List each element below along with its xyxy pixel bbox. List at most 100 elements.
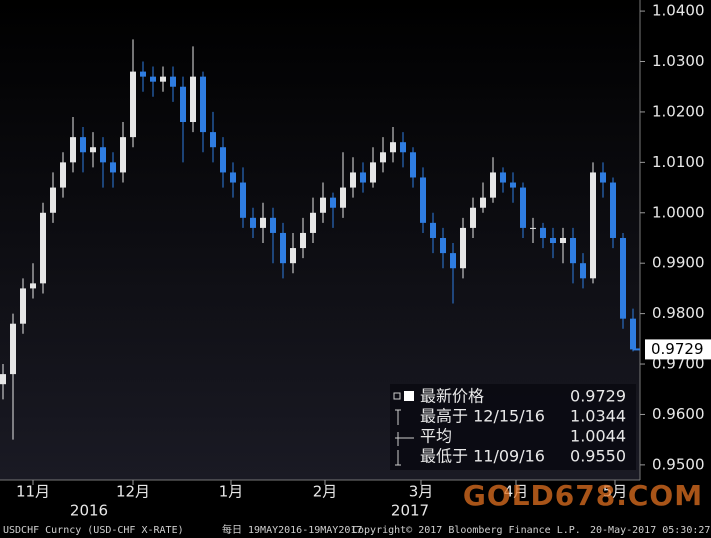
candle-body	[90, 147, 96, 153]
candle-body	[390, 142, 396, 153]
candle-body	[320, 197, 326, 213]
legend-label: 平均	[420, 427, 452, 446]
candle-body	[460, 227, 466, 269]
footer: USDCHF Curncy (USD-CHF X-RATE)	[3, 525, 184, 536]
candle-body	[30, 283, 36, 289]
candle-body	[500, 172, 506, 183]
y-tick-label: 1.0200	[652, 102, 705, 120]
candle-body	[510, 182, 516, 188]
legend-box	[390, 384, 636, 470]
candle-body	[600, 172, 606, 183]
y-tick-label: 1.0000	[652, 203, 705, 221]
candle-body	[240, 182, 246, 218]
y-tick-label: 1.0400	[652, 2, 705, 20]
candle-body	[610, 182, 616, 238]
candle-body	[290, 248, 296, 264]
candle-body	[410, 152, 416, 178]
candle-body	[480, 197, 486, 208]
year-label: 2017	[391, 502, 429, 520]
footer: Copyright© 2017 Bloomberg Finance L.P.	[352, 525, 581, 536]
candle-body	[110, 162, 116, 173]
candle-body	[580, 263, 586, 279]
candle-body	[60, 162, 66, 188]
candle-body	[360, 172, 366, 183]
candle-body	[430, 222, 436, 238]
candle-body	[470, 207, 476, 228]
legend-icon	[393, 392, 401, 400]
y-tick-label: 0.9500	[652, 455, 705, 473]
candle-body	[570, 237, 576, 264]
legend-value: 1.0044	[570, 427, 626, 446]
candle-body	[330, 197, 336, 208]
last-price-label: 0.9729	[651, 340, 704, 358]
legend-label: 最低于 11/09/16	[420, 447, 545, 466]
candle-body	[530, 227, 536, 229]
x-tick-label: 3月	[409, 483, 434, 501]
candle-body	[370, 162, 376, 183]
candle-body	[310, 212, 316, 233]
legend: 最新价格 0.9729 最高于 12/15/16 1.0344 平均 1.004…	[393, 387, 626, 466]
candle-body	[590, 172, 596, 279]
candle-body	[140, 71, 146, 77]
candle-body	[350, 172, 356, 188]
candle-body	[420, 177, 426, 223]
footer: 每日 19MAY2016-19MAY2017	[222, 523, 362, 536]
x-tick-label: 2月	[313, 483, 338, 501]
x-tick-label: 4月	[504, 483, 529, 501]
candle-body	[270, 217, 276, 233]
y-tick-label: 0.9900	[652, 254, 705, 272]
last-price-box	[645, 339, 711, 360]
candle-body	[620, 237, 626, 319]
candle-body	[440, 237, 446, 254]
candle-body	[0, 374, 6, 385]
legend-value: 1.0344	[570, 407, 626, 426]
candle-body	[150, 76, 156, 82]
candle-body	[190, 76, 196, 123]
candle-body	[130, 71, 136, 138]
candle-body	[250, 217, 256, 228]
candle-body	[160, 76, 166, 82]
candle-body	[80, 137, 86, 153]
candle-body	[180, 86, 186, 123]
candle-body	[220, 147, 226, 173]
candle-body	[260, 217, 266, 228]
candle-body	[40, 212, 46, 284]
candle-body	[520, 187, 526, 228]
y-tick-label: 0.9800	[652, 304, 705, 322]
legend-label: 最新价格	[420, 387, 484, 406]
candle-body	[630, 318, 636, 350]
x-tick-label: 12月	[116, 483, 150, 501]
legend-icon	[404, 391, 414, 401]
candle-body	[170, 76, 176, 87]
x-tick-label: 1月	[219, 483, 244, 501]
candle-body	[100, 147, 106, 163]
footer: 20-May-2017 05:30:27	[590, 525, 710, 536]
candle-body	[70, 137, 76, 163]
year-label: 2016	[70, 502, 108, 520]
candle-body	[20, 288, 26, 324]
legend-label: 最高于 12/15/16	[420, 407, 545, 426]
candle-body	[550, 237, 556, 244]
candle-body	[120, 137, 126, 173]
candle-body	[280, 232, 286, 264]
candle-body	[10, 323, 16, 375]
y-tick-label: 1.0100	[652, 153, 705, 171]
candle-body	[210, 132, 216, 148]
candle-body	[230, 172, 236, 183]
y-tick-label: 1.0300	[652, 52, 705, 70]
legend-value: 0.9550	[570, 447, 626, 466]
candle-body	[50, 187, 56, 213]
candle-body	[400, 142, 406, 153]
candle-body	[380, 152, 386, 163]
x-tick-label: 11月	[16, 483, 50, 501]
candle-body	[560, 237, 566, 244]
candle-body	[450, 253, 456, 269]
candle-body	[340, 187, 346, 208]
legend-value: 0.9729	[570, 387, 626, 406]
candle-body	[200, 76, 206, 133]
candle-body	[490, 172, 496, 198]
x-tick-label: 5月	[603, 483, 628, 501]
candle-body	[540, 227, 546, 238]
y-tick-label: 0.9600	[652, 405, 705, 423]
